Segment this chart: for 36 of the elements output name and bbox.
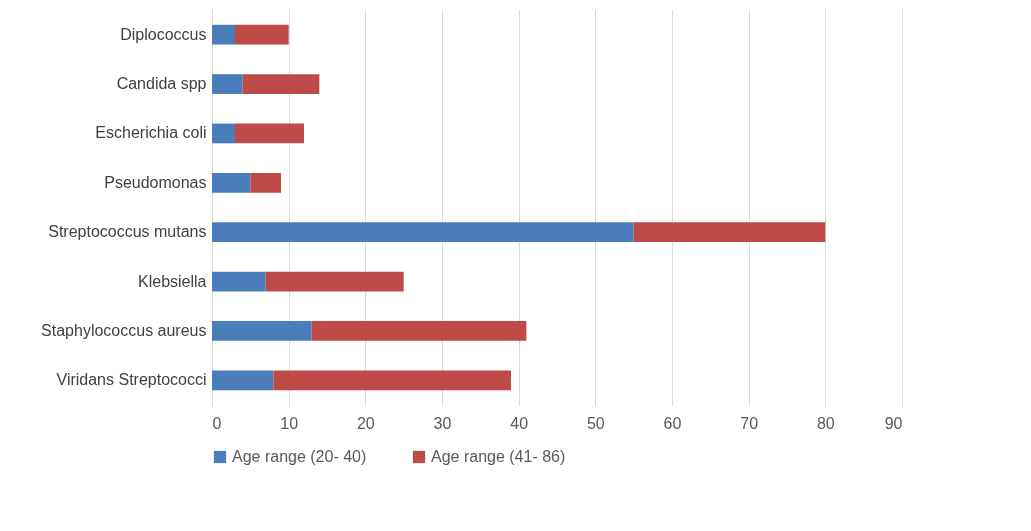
bar (212, 74, 243, 94)
bar (265, 271, 404, 292)
x-tick-label: 70 (740, 414, 759, 432)
bar (273, 370, 511, 391)
bar (212, 24, 235, 45)
x-tick-label: 90 (884, 414, 903, 432)
legend-label: Age range (20- 40) (232, 448, 367, 465)
y-tick-label: Diplococcus (120, 25, 207, 43)
bar (212, 172, 251, 193)
x-tick-label: 20 (356, 414, 375, 432)
x-tick-label: 0 (212, 414, 222, 432)
y-tick-label: Candida spp (116, 75, 207, 93)
bar (250, 172, 281, 193)
x-tick-label: 50 (586, 414, 605, 432)
bar (235, 24, 289, 45)
y-tick-label: Staphylococcus aureus (41, 321, 207, 339)
y-tick-label: Viridans Streptococci (56, 371, 207, 389)
bar (212, 271, 266, 292)
x-tick-label: 40 (510, 414, 529, 432)
legend-label: Age range (41- 86) (431, 448, 566, 465)
bar (212, 222, 634, 243)
y-tick-label: Klebsiella (138, 272, 207, 290)
bar (235, 123, 304, 144)
bar (242, 74, 320, 94)
bar (212, 370, 274, 391)
y-tick-label: Escherichia coli (95, 124, 207, 142)
x-tick-label: 80 (816, 414, 835, 432)
y-tick-label: Pseudomonas (104, 173, 207, 191)
y-tick-label: Streptococcus mutans (48, 223, 207, 241)
bar (311, 321, 527, 341)
x-tick-label: 10 (280, 414, 299, 432)
x-tick-label: 30 (433, 414, 452, 432)
bar (633, 222, 826, 243)
bar (212, 321, 312, 341)
x-tick-label: 60 (663, 414, 682, 432)
bar (212, 123, 235, 144)
